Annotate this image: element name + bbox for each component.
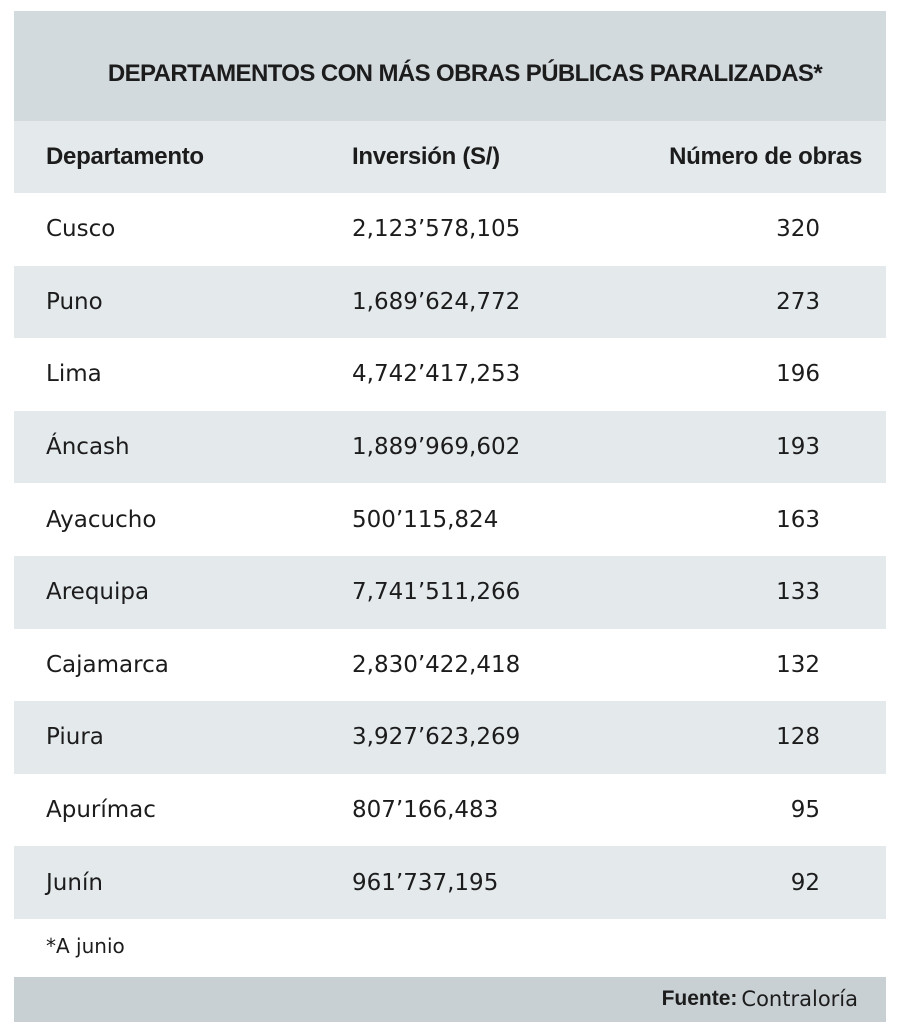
table-header-row: Departamento Inversión (S/) Número de ob… <box>14 121 886 193</box>
cell-departamento: Junín <box>46 869 103 896</box>
table-row: Ayacucho 500’115,824 163 <box>14 483 886 556</box>
cell-departamento: Arequipa <box>46 579 150 606</box>
table-title: DEPARTAMENTOS CON MÁS OBRAS PÚBLICAS PAR… <box>107 60 823 87</box>
table-body: Cusco 2,123’578,105 320 Puno 1,689’624,772 27… <box>14 193 886 919</box>
table-row: Arequipa 7,741’511,266 133 <box>14 555 886 629</box>
cell-numero-obras: 193 <box>776 434 820 461</box>
cell-numero-obras: 133 <box>776 579 820 606</box>
cell-departamento: Áncash <box>46 434 130 461</box>
footnote: *A junio <box>46 934 125 959</box>
cell-numero-obras: 163 <box>776 506 820 533</box>
cell-numero-obras: 128 <box>776 724 820 751</box>
table-row: Junín 961’737,195 92 <box>14 846 886 919</box>
table-row: Áncash 1,889’969,602 193 <box>14 410 886 484</box>
cell-departamento: Ayacucho <box>46 506 157 533</box>
title-band: DEPARTAMENTOS CON MÁS OBRAS PÚBLICAS PAR… <box>14 11 886 121</box>
cell-inversion: 7,741’511,266 <box>352 579 521 606</box>
cell-inversion: 1,689’624,772 <box>352 288 521 315</box>
cell-inversion: 961’737,195 <box>352 869 499 896</box>
table-row: Lima 4,742’417,253 196 <box>14 338 886 411</box>
table-row: Cusco 2,123’578,105 320 <box>14 193 886 266</box>
source-label: Fuente: <box>661 987 738 1011</box>
table-row: Piura 3,927’623,269 128 <box>14 701 886 774</box>
cell-inversion: 2,123’578,105 <box>352 216 521 243</box>
table-row: Cajamarca 2,830’422,418 132 <box>14 628 886 702</box>
cell-inversion: 2,830’422,418 <box>352 651 521 678</box>
cell-numero-obras: 92 <box>790 869 820 896</box>
cell-departamento: Cusco <box>46 216 116 243</box>
cell-departamento: Apurímac <box>46 797 156 824</box>
cell-departamento: Lima <box>46 361 102 388</box>
cell-inversion: 500’115,824 <box>352 506 499 533</box>
source-value: Contraloría <box>741 987 858 1012</box>
cell-inversion: 3,927’623,269 <box>352 724 521 751</box>
cell-inversion: 4,742’417,253 <box>352 361 521 388</box>
cell-inversion: 1,889’969,602 <box>352 434 521 461</box>
header-departamento: Departamento <box>46 143 204 170</box>
cell-numero-obras: 273 <box>776 288 820 315</box>
table-card: DEPARTAMENTOS CON MÁS OBRAS PÚBLICAS PAR… <box>14 11 886 1022</box>
cell-numero-obras: 196 <box>776 361 820 388</box>
cell-departamento: Cajamarca <box>46 651 169 678</box>
table-row: Puno 1,689’624,772 273 <box>14 265 886 339</box>
cell-departamento: Piura <box>46 724 104 751</box>
cell-numero-obras: 95 <box>790 797 820 824</box>
cell-numero-obras: 132 <box>776 651 820 678</box>
cell-departamento: Puno <box>46 288 103 315</box>
cell-inversion: 807’166,483 <box>352 797 499 824</box>
source-band: Fuente: Contraloría <box>14 976 886 1022</box>
header-numero-obras: Número de obras <box>669 143 862 170</box>
cell-numero-obras: 320 <box>776 216 820 243</box>
table-row: Apurímac 807’166,483 95 <box>14 773 886 847</box>
header-inversion: Inversión (S/) <box>352 143 500 170</box>
